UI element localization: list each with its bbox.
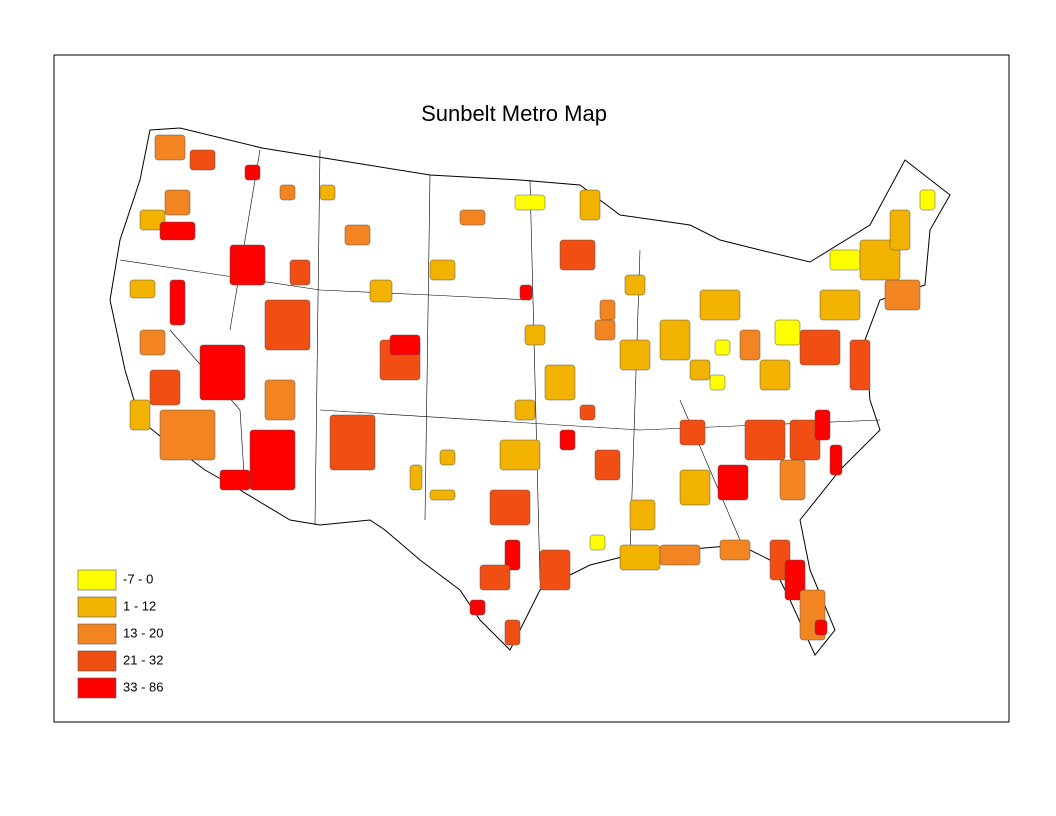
metro-area: [779, 459, 806, 501]
metro-area: [219, 469, 251, 491]
metro-area: [744, 419, 786, 461]
metro-area: [169, 279, 186, 326]
metro-area: [629, 499, 656, 531]
metro-area: [919, 189, 936, 211]
metro-area: [709, 374, 726, 391]
legend-label: 1 - 12: [123, 598, 156, 613]
metro-area: [149, 369, 181, 406]
metro-area: [719, 539, 751, 561]
metro-area: [139, 209, 166, 231]
metro-area: [129, 279, 156, 299]
map-title: Sunbelt Metro Map: [421, 101, 607, 126]
legend-swatch: [77, 596, 117, 618]
metro-area: [264, 299, 311, 351]
metro-area: [489, 489, 531, 526]
metro-area: [439, 449, 456, 466]
metro-area: [689, 359, 711, 381]
metro-area: [264, 379, 296, 421]
metro-area: [514, 194, 546, 211]
metro-area: [619, 544, 661, 571]
metro-area: [429, 259, 456, 281]
metro-area: [559, 429, 576, 451]
metro-area: [524, 324, 546, 346]
legend-label: 33 - 86: [123, 679, 163, 694]
legend-label: -7 - 0: [123, 571, 153, 586]
metro-area: [739, 329, 761, 361]
metro-area: [244, 164, 261, 181]
metro-area: [389, 334, 421, 356]
metro-area: [589, 534, 606, 551]
legend-label: 21 - 32: [123, 652, 163, 667]
metro-area: [714, 339, 731, 356]
metro-area: [499, 439, 541, 471]
metro-area: [279, 184, 296, 201]
metro-area: [479, 564, 511, 591]
metro-area: [579, 404, 596, 421]
metro-area: [624, 274, 646, 296]
metro-area: [889, 209, 911, 251]
metro-area: [559, 239, 596, 271]
metro-area: [539, 549, 571, 591]
metro-area: [774, 319, 801, 346]
metro-area: [344, 224, 371, 246]
metro-area: [139, 329, 166, 356]
metro-area: [469, 599, 486, 616]
legend-swatch: [77, 623, 117, 645]
metro-area: [819, 289, 861, 321]
metro-area: [759, 359, 791, 391]
metro-area: [859, 239, 901, 281]
metro-area: [599, 299, 616, 321]
legend-swatch: [77, 569, 117, 591]
metro-area: [429, 489, 456, 501]
metro-area: [579, 189, 601, 221]
legend-swatch: [77, 677, 117, 699]
metro-area: [159, 221, 196, 241]
metro-area: [164, 189, 191, 216]
metro-area: [717, 464, 749, 501]
metro-area: [849, 339, 871, 391]
metro-area: [514, 399, 536, 421]
legend-label: 13 - 20: [123, 625, 163, 640]
metro-area: [699, 289, 741, 321]
metro-area: [784, 559, 806, 601]
metro-area: [504, 619, 521, 646]
metro-area: [884, 279, 921, 311]
metro-area: [459, 209, 486, 226]
metro-area: [504, 539, 521, 571]
metro-area: [544, 364, 576, 401]
metro-area: [369, 279, 393, 303]
legend-swatch: [77, 650, 117, 672]
metro-area: [679, 469, 711, 506]
metro-area: [229, 244, 266, 286]
metro-area: [594, 449, 621, 481]
metro-area: [814, 619, 828, 636]
metro-area: [249, 429, 296, 491]
metro-area: [679, 419, 706, 446]
metro-area: [519, 284, 533, 301]
metro-area: [659, 319, 691, 361]
metro-area: [159, 409, 216, 461]
metro-area: [829, 444, 843, 476]
metro-area: [659, 544, 701, 566]
metro-area: [594, 319, 616, 341]
metro-area: [199, 344, 246, 401]
metro-area: [329, 414, 376, 471]
metro-area: [829, 249, 861, 271]
metro-area: [189, 149, 216, 171]
metro-areas: [129, 134, 936, 646]
metro-area: [154, 134, 186, 161]
legend: -7 - 0 1 - 12 13 - 20 21 - 32 33 - 86: [77, 569, 163, 699]
metro-area: [619, 339, 651, 371]
metro-area: [409, 464, 423, 491]
metro-area: [319, 184, 336, 201]
metro-area: [289, 259, 311, 286]
metro-area: [814, 409, 831, 441]
metro-area: [799, 329, 841, 366]
metro-area: [129, 399, 151, 431]
